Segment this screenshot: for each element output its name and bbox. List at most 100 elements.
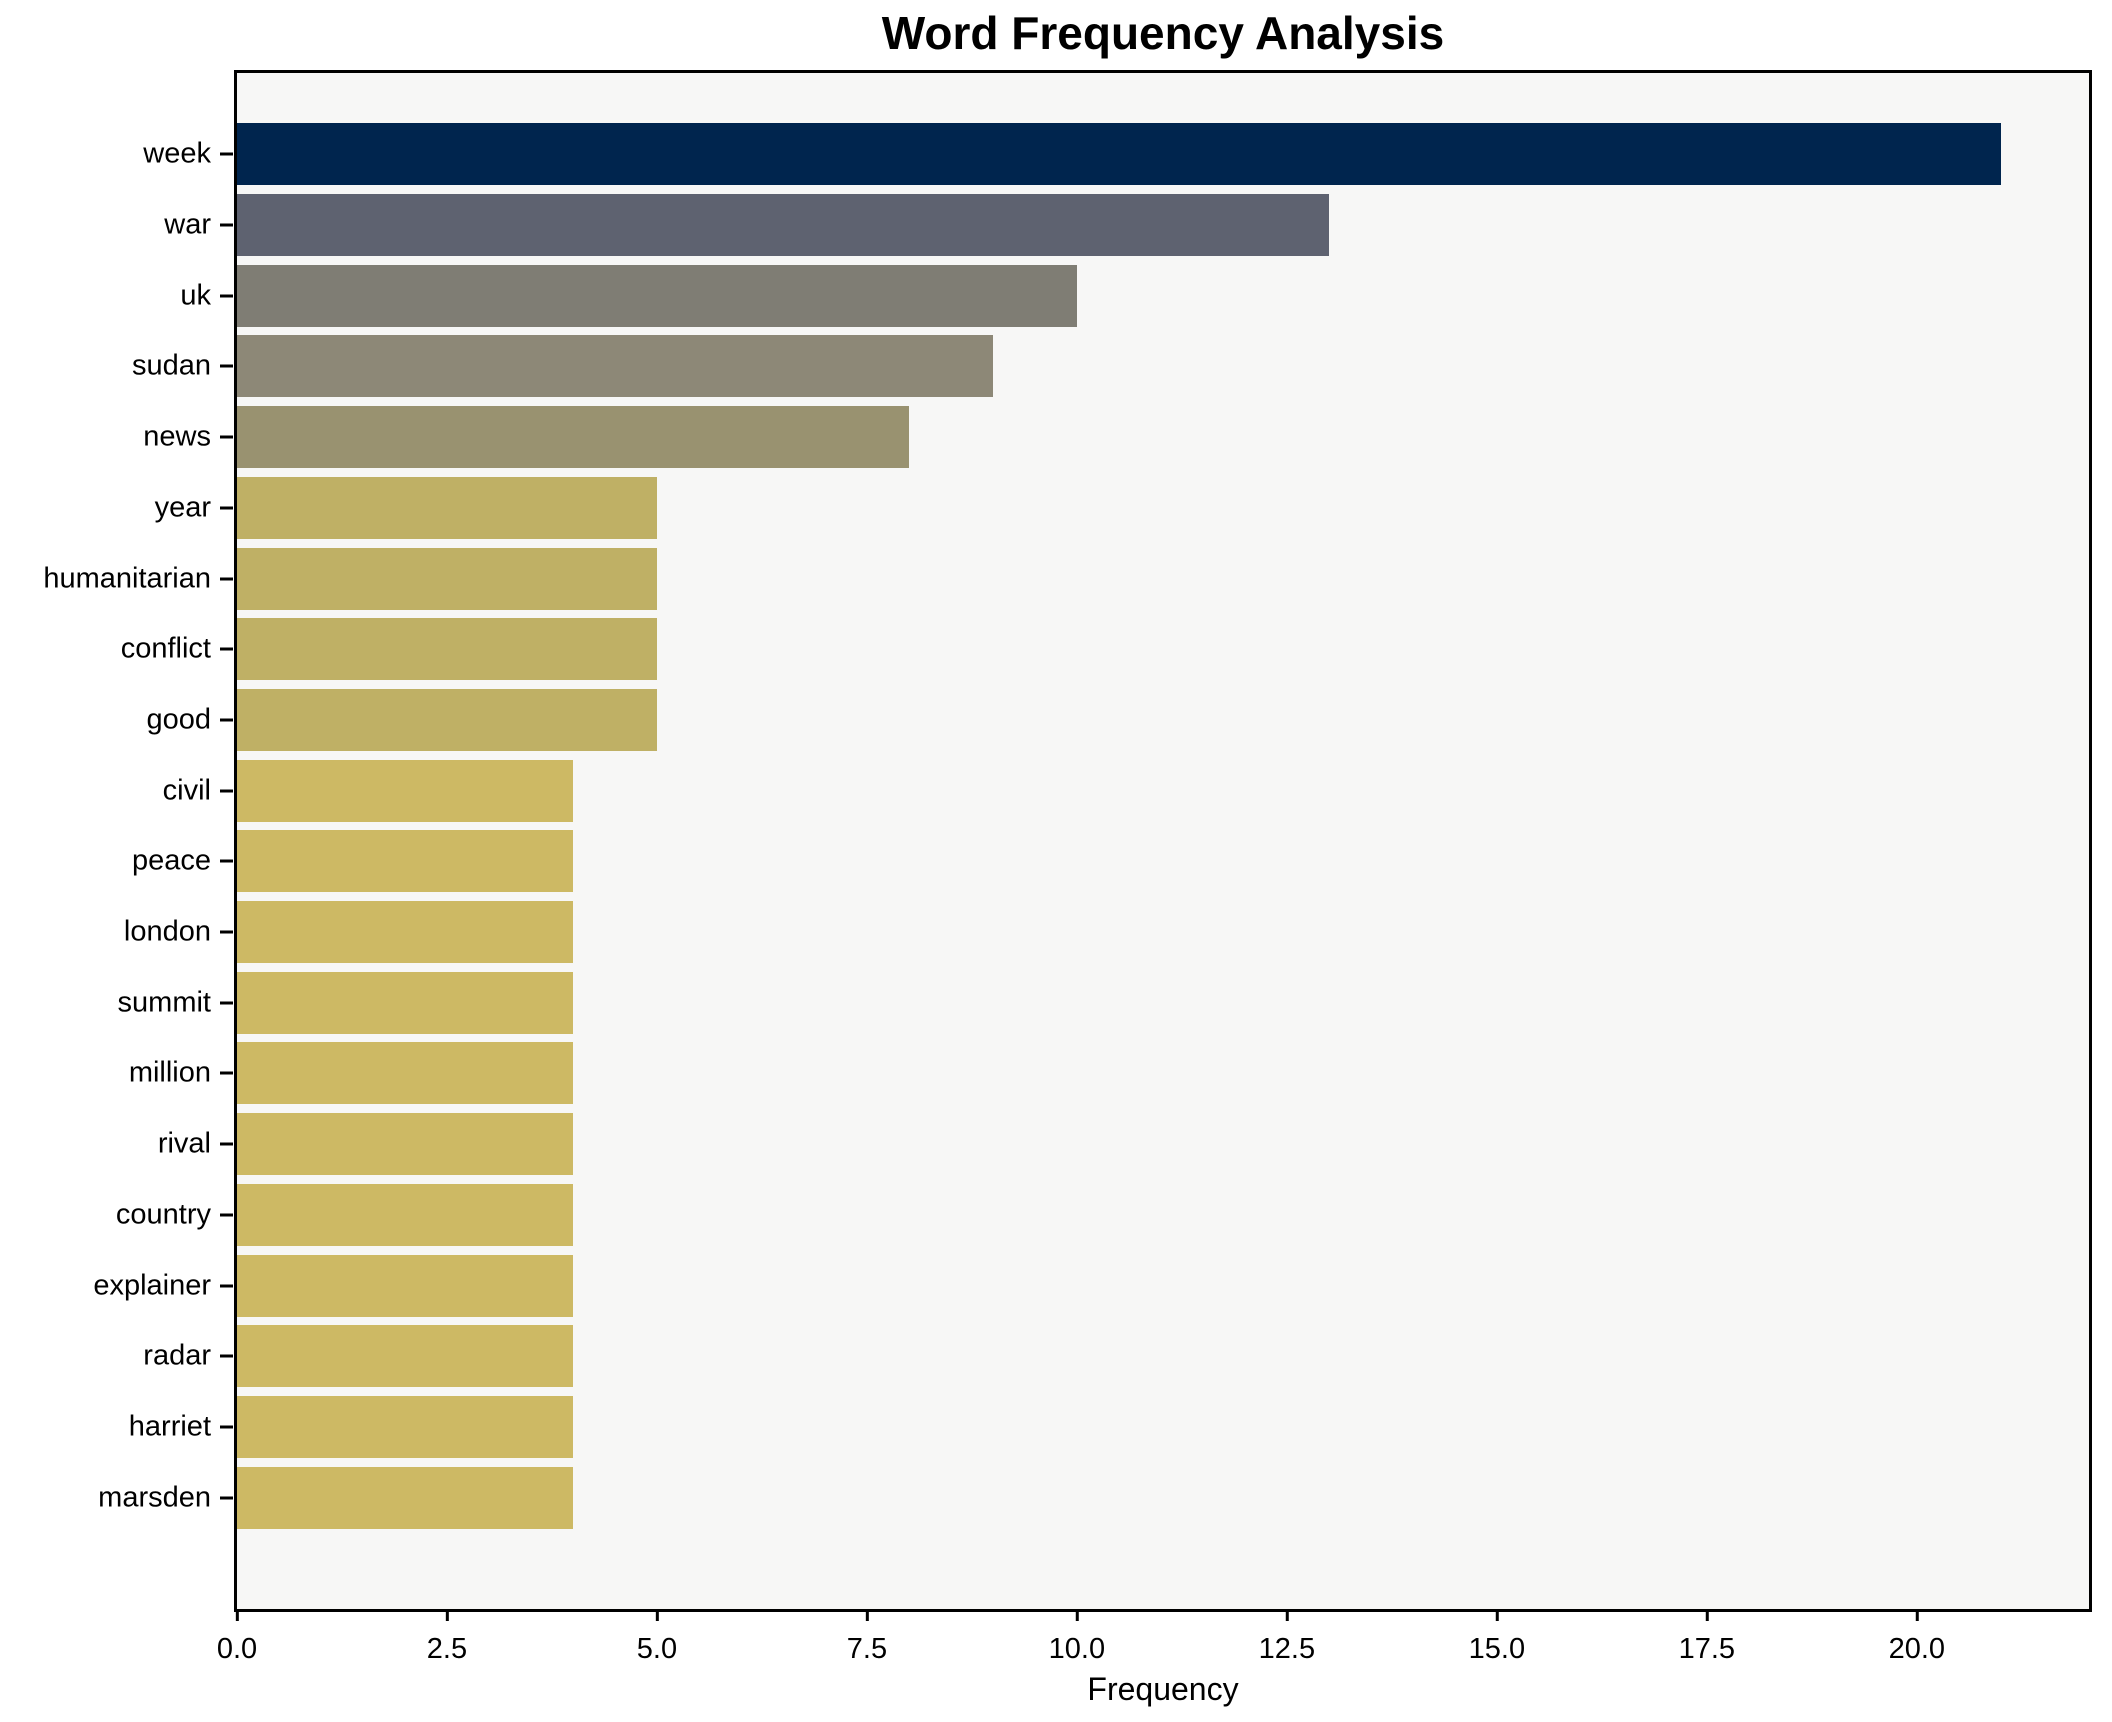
y-tick-mark <box>220 506 233 510</box>
bar-row-country: country <box>116 1180 2089 1251</box>
x-tick-label: 17.5 <box>1678 1633 1736 1665</box>
bar-row-conflict: conflict <box>121 614 2089 685</box>
x-tick-7.5: 7.5 <box>847 1609 887 1666</box>
bar-row-humanitarian: humanitarian <box>43 543 2089 614</box>
bar-year <box>237 476 657 539</box>
bar-row-peace: peace <box>132 826 2089 897</box>
y-tick-mark <box>220 1142 233 1146</box>
x-tick-20.0: 20.0 <box>1889 1609 1945 1666</box>
x-tick-mark <box>865 1609 869 1621</box>
bar-harriet <box>237 1396 573 1458</box>
y-tick-mark <box>220 364 233 368</box>
chart-title: Word Frequency Analysis <box>881 7 1445 59</box>
bar-row-rival: rival <box>158 1109 2089 1180</box>
x-tick-label: 12.5 <box>1258 1633 1316 1665</box>
bar-humanitarian <box>237 547 657 610</box>
y-tick-label: news <box>143 420 211 453</box>
bar-week <box>237 123 2001 186</box>
y-tick-label: sudan <box>131 349 211 382</box>
y-tick-mark <box>220 859 233 863</box>
y-tick-mark <box>220 718 233 722</box>
x-tick-10.0: 10.0 <box>1049 1609 1105 1666</box>
y-tick-mark <box>220 1213 233 1217</box>
y-tick-mark <box>220 1496 233 1500</box>
plot-area: week war uk sudan news year humanitarian confli… <box>43 70 2092 1707</box>
bar-row-sudan: sudan <box>132 331 2089 402</box>
bar-good <box>237 688 657 751</box>
y-tick-label: marsden <box>98 1481 211 1514</box>
bar-row-good: good <box>146 685 2089 756</box>
y-tick-mark <box>220 223 233 227</box>
y-tick-mark <box>220 577 233 581</box>
bar-row-million: million <box>129 1038 2089 1109</box>
y-tick-mark <box>220 435 233 439</box>
y-tick-mark <box>220 294 233 298</box>
x-tick-label: 20.0 <box>1888 1633 1946 1665</box>
bar-row-week: week <box>143 119 2089 190</box>
x-tick-mark <box>1705 1609 1709 1621</box>
bar-summit <box>237 971 573 1034</box>
y-tick-label: million <box>128 1056 211 1089</box>
bar-row-year: year <box>155 473 2089 544</box>
x-tick-label: 2.5 <box>426 1633 468 1665</box>
bar-row-uk: uk <box>180 260 2089 331</box>
y-tick-mark <box>220 1425 233 1429</box>
x-tick-17.5: 17.5 <box>1679 1609 1735 1666</box>
x-tick-mark <box>235 1609 239 1621</box>
y-tick-mark <box>220 152 233 156</box>
x-tick-mark <box>445 1609 449 1621</box>
y-tick-mark <box>220 1001 233 1005</box>
y-tick-label: week <box>143 137 211 170</box>
x-tick-mark <box>655 1609 659 1621</box>
x-axis-title: Frequency <box>1087 1671 1239 1707</box>
y-tick-label: war <box>164 208 211 241</box>
bar-sudan <box>237 335 993 398</box>
y-tick-label: civil <box>162 774 211 807</box>
x-tick-label: 5.0 <box>636 1633 678 1665</box>
bar-row-war: war <box>164 190 2089 261</box>
y-tick-mark <box>220 789 233 793</box>
bar-row-summit: summit <box>118 967 2089 1038</box>
x-tick-label: 7.5 <box>846 1633 888 1665</box>
x-tick-mark <box>1915 1609 1919 1621</box>
x-tick-label: 10.0 <box>1048 1633 1106 1665</box>
y-tick-label: radar <box>143 1339 211 1372</box>
y-tick-mark <box>220 930 233 934</box>
y-tick-label: good <box>146 703 211 736</box>
bar-civil <box>237 759 573 822</box>
x-tick-mark <box>1285 1609 1289 1621</box>
x-tick-2.5: 2.5 <box>427 1609 467 1666</box>
y-tick-mark <box>220 647 233 651</box>
bar-news <box>237 406 909 469</box>
x-tick-15.0: 15.0 <box>1469 1609 1525 1666</box>
x-tick-mark <box>1075 1609 1079 1621</box>
y-tick-mark <box>220 1284 233 1288</box>
y-tick-label: humanitarian <box>43 562 211 595</box>
bar-row-london: london <box>124 897 2089 968</box>
y-tick-label: london <box>123 915 211 948</box>
y-tick-label: explainer <box>93 1269 211 1302</box>
y-tick-label: peace <box>131 844 211 877</box>
bar-explainer <box>237 1254 573 1317</box>
bar-war <box>237 194 1329 257</box>
y-tick-label: conflict <box>120 632 211 665</box>
y-tick-mark <box>220 1354 233 1358</box>
bar-row-civil: civil <box>163 755 2089 826</box>
bar-rival <box>237 1113 573 1176</box>
bar-row-radar: radar <box>143 1321 2089 1392</box>
y-tick-label: rival <box>157 1127 211 1160</box>
x-tick-5.0: 5.0 <box>637 1609 677 1666</box>
bar-uk <box>237 264 1077 327</box>
bar-conflict <box>237 618 657 681</box>
bar-marsden <box>237 1466 573 1529</box>
y-tick-mark <box>220 1071 233 1075</box>
y-tick-label: uk <box>180 279 211 312</box>
x-tick-label: 0.0 <box>216 1633 258 1665</box>
y-tick-label: summit <box>117 986 211 1019</box>
x-tick-0.0: 0.0 <box>217 1609 257 1666</box>
bar-radar <box>237 1325 573 1388</box>
x-tick-12.5: 12.5 <box>1259 1609 1315 1666</box>
x-tick-mark <box>1495 1609 1499 1621</box>
x-axis-ticks: 0.0 2.5 5.0 7.5 10.0 12.5 15.0 17.5 20.0 <box>217 1609 2089 1679</box>
